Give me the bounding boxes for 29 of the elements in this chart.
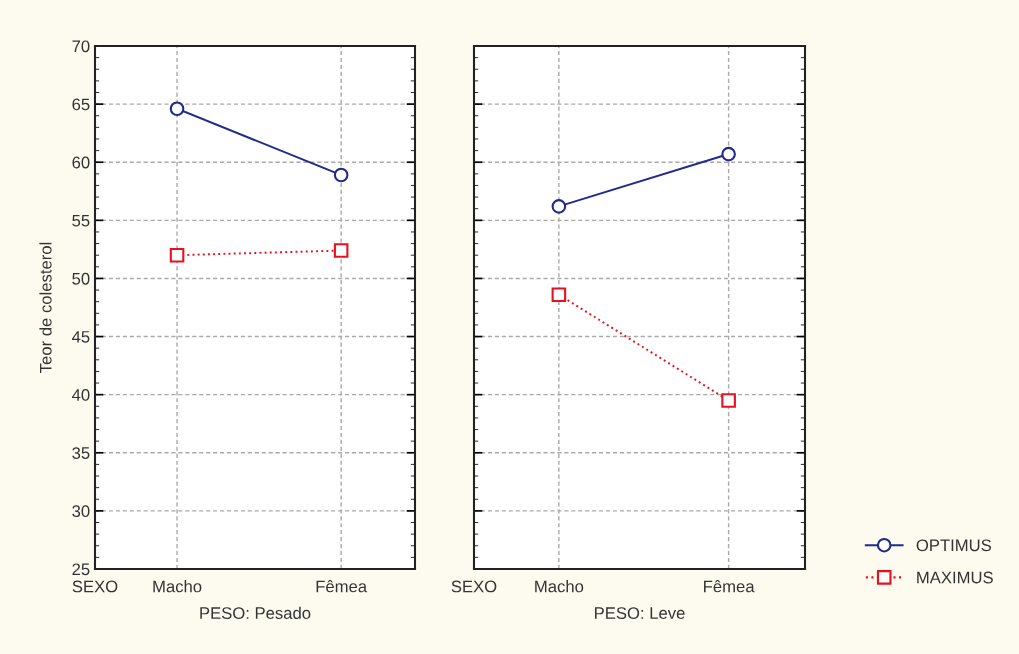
y-tick-label: 65 <box>72 98 90 111</box>
point <box>169 101 185 117</box>
x-tick-label: Fêmea <box>316 580 368 593</box>
y-tick-label: 55 <box>72 214 90 227</box>
point <box>169 247 185 263</box>
y-tick-label: 45 <box>71 331 90 343</box>
text: SEXO <box>72 580 118 593</box>
point <box>721 146 736 162</box>
y-tick-label: 40 <box>71 389 90 401</box>
x-axis-title: PESO: Leve <box>595 607 685 619</box>
point <box>333 167 349 183</box>
x-tick-label: Fêmea <box>704 580 755 593</box>
x-tick-label: Macho <box>535 580 584 593</box>
text: SEXO <box>451 580 497 593</box>
legend-label: OPTIMUS <box>916 539 992 552</box>
point <box>721 393 736 408</box>
x-tick-label: Macho <box>153 580 202 593</box>
y-tick-label: 60 <box>72 156 90 169</box>
y-tick-label: 50 <box>72 272 90 285</box>
point <box>333 243 349 258</box>
point <box>551 287 567 303</box>
y-tick-label: 35 <box>72 447 90 459</box>
y-tick-label: 25 <box>72 563 90 576</box>
y-axis-title: Teor de colesterol <box>39 242 52 373</box>
y-tick-label: 70 <box>72 40 90 53</box>
point <box>551 199 567 214</box>
legend-label: MAXIMUS <box>917 571 993 584</box>
x-axis-title: PESO: Pesado <box>200 606 311 619</box>
y-tick-label: 30 <box>72 505 90 518</box>
